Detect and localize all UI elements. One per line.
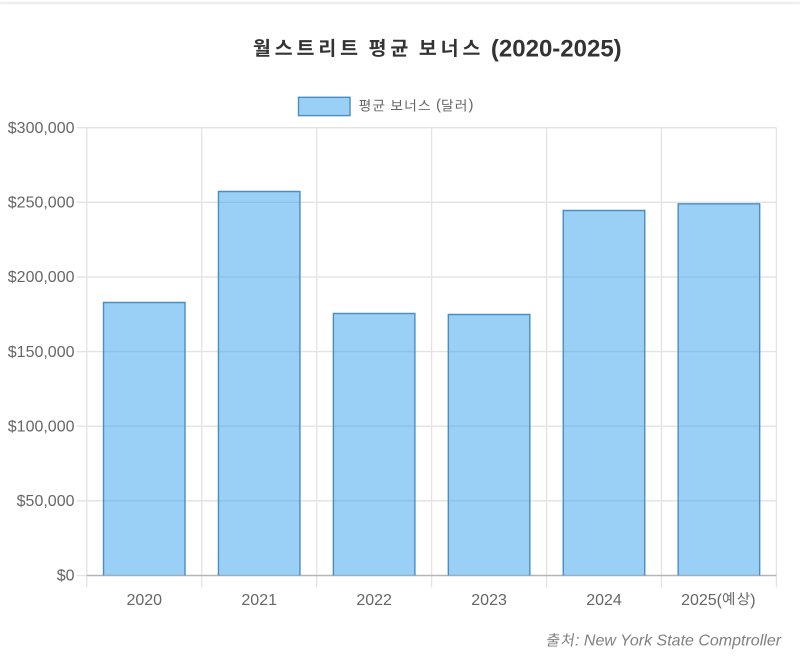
svg-text:2023: 2023	[471, 592, 507, 609]
svg-text:2020: 2020	[126, 592, 162, 609]
svg-text:(: (	[436, 97, 441, 114]
svg-text:$0: $0	[57, 568, 75, 585]
svg-text:$300,000: $300,000	[8, 120, 75, 137]
svg-text:2024: 2024	[586, 592, 622, 609]
svg-text:): )	[469, 97, 474, 114]
svg-text:2021: 2021	[241, 592, 277, 609]
svg-text:$200,000: $200,000	[8, 269, 75, 286]
svg-text:$50,000: $50,000	[17, 493, 75, 510]
svg-text:): )	[750, 592, 755, 609]
svg-text:$150,000: $150,000	[8, 344, 75, 361]
svg-text:2022: 2022	[356, 592, 392, 609]
svg-text:$100,000: $100,000	[8, 418, 75, 435]
svg-text:2025(: 2025(	[681, 592, 723, 609]
svg-text:$250,000: $250,000	[8, 195, 75, 212]
svg-text:(2020-2025): (2020-2025)	[491, 35, 622, 62]
svg-text:: New York State Comptroller: : New York State Comptroller	[575, 633, 782, 650]
